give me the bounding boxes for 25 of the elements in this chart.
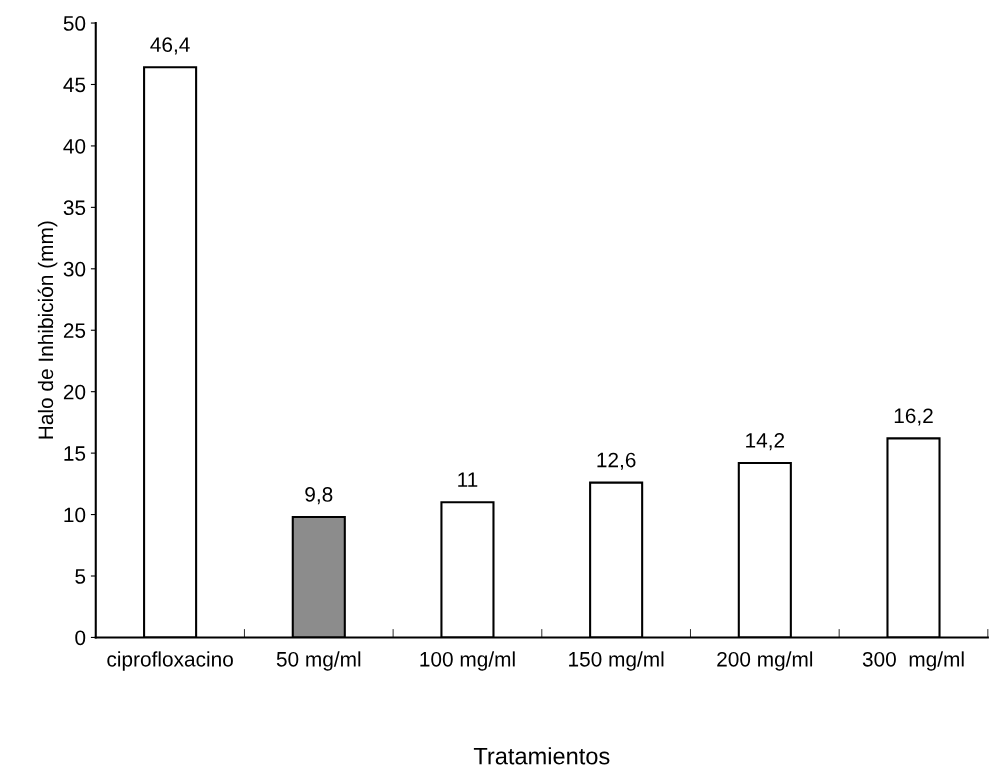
x-tick-label: 50 mg/ml: [276, 651, 361, 671]
y-tick-label: 10: [64, 507, 86, 523]
x-tick-label: 200 mg/ml: [717, 651, 813, 671]
data-label: 46,4: [150, 37, 190, 55]
y-tick-label: 0: [75, 630, 86, 646]
x-tick-label: ciprofloxacino: [107, 651, 233, 671]
y-tick-label: 35: [63, 200, 86, 216]
data-label: 9,8: [305, 487, 333, 505]
y-tick-label: 25: [63, 323, 86, 338]
x-tick-label: 100 mg/ml: [420, 651, 515, 671]
y-tick-label: 40: [63, 138, 86, 154]
x-tick-label: 150 mg/ml: [569, 651, 664, 671]
y-axis-title: Halo de Inhibición (mm): [37, 221, 58, 439]
data-label: 11: [458, 472, 478, 487]
x-tick-label: 300 mg/ml: [862, 651, 964, 671]
data-label: 16,2: [894, 408, 933, 426]
data-label: 12,6: [597, 452, 636, 470]
x-axis-title: Tratamientos: [473, 747, 610, 765]
y-tick-label: 50: [63, 16, 86, 31]
y-tick-label: 45: [63, 77, 86, 93]
y-tick-label: 15: [64, 446, 86, 461]
y-tick-label: 5: [75, 569, 86, 584]
data-label: 14,2: [746, 432, 785, 451]
y-tick-label: 20: [63, 384, 86, 400]
y-tick-label: 30: [63, 261, 86, 277]
